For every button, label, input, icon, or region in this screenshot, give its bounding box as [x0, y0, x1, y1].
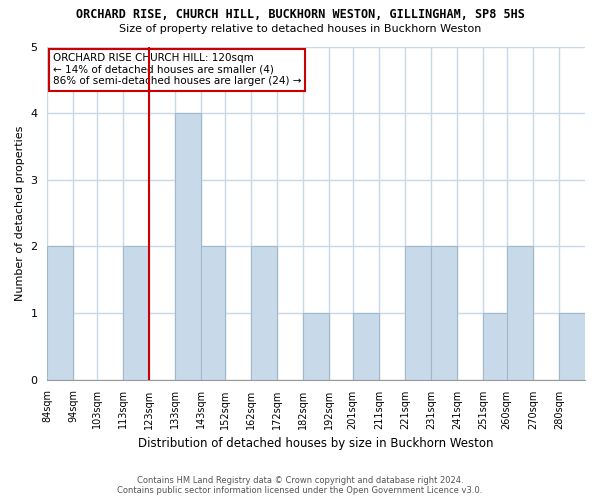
Bar: [559, 313, 585, 380]
Text: ORCHARD RISE, CHURCH HILL, BUCKHORN WESTON, GILLINGHAM, SP8 5HS: ORCHARD RISE, CHURCH HILL, BUCKHORN WEST…: [76, 8, 524, 20]
Bar: [353, 313, 379, 380]
Bar: [202, 246, 225, 380]
Y-axis label: Number of detached properties: Number of detached properties: [15, 126, 25, 300]
Bar: [251, 246, 277, 380]
Bar: [303, 313, 329, 380]
Text: ORCHARD RISE CHURCH HILL: 120sqm
← 14% of detached houses are smaller (4)
86% of: ORCHARD RISE CHURCH HILL: 120sqm ← 14% o…: [53, 53, 301, 86]
Bar: [123, 246, 149, 380]
Text: Size of property relative to detached houses in Buckhorn Weston: Size of property relative to detached ho…: [119, 24, 481, 34]
Bar: [47, 246, 73, 380]
Bar: [431, 246, 457, 380]
Bar: [175, 113, 202, 380]
Bar: [507, 246, 533, 380]
Text: Contains HM Land Registry data © Crown copyright and database right 2024.
Contai: Contains HM Land Registry data © Crown c…: [118, 476, 482, 495]
Bar: [483, 313, 507, 380]
Bar: [405, 246, 431, 380]
X-axis label: Distribution of detached houses by size in Buckhorn Weston: Distribution of detached houses by size …: [139, 437, 494, 450]
